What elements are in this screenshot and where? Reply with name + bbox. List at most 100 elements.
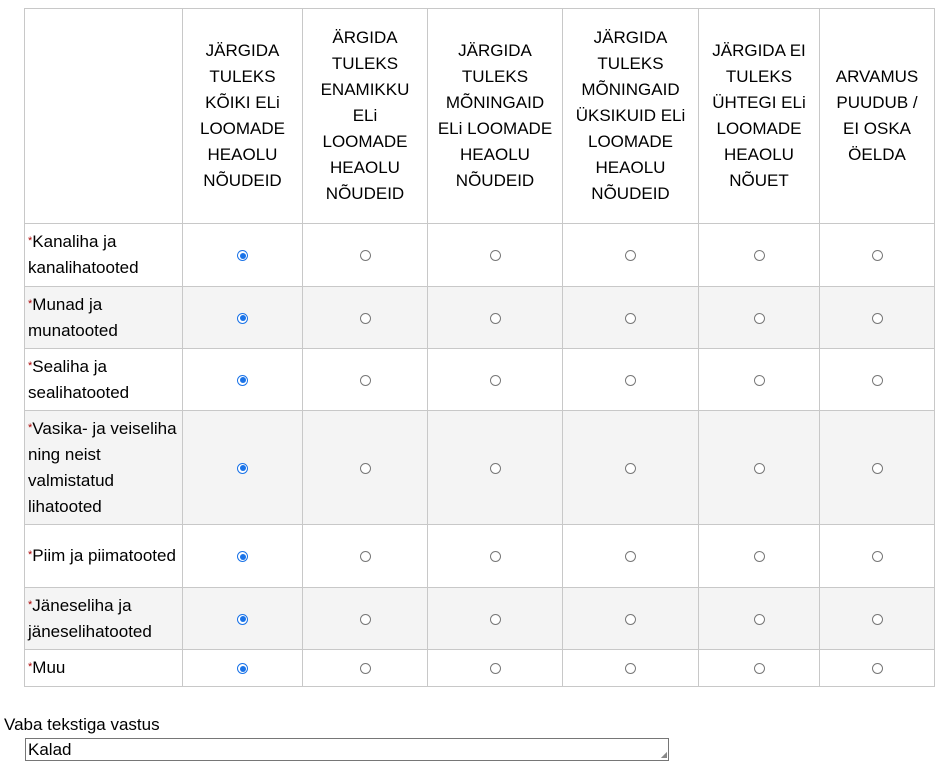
radio-cell [427, 649, 563, 687]
radio-button[interactable] [489, 663, 501, 674]
radio-button[interactable] [753, 374, 765, 386]
matrix-row: *Jäneseliha ja jäneselihatooted [24, 587, 935, 650]
radio-button[interactable] [237, 462, 248, 474]
row-label-cell: *Kanaliha ja kanalihatooted [24, 223, 183, 287]
radio-cell [698, 649, 820, 687]
row-label-cell: *Sealiha ja sealihatooted [24, 348, 183, 411]
radio-cell [562, 524, 699, 588]
corner-cell [24, 8, 183, 224]
row-label-cell: *Jäneseliha ja jäneselihatooted [24, 587, 183, 650]
radio-button[interactable] [359, 312, 371, 324]
radio-button[interactable] [359, 462, 371, 474]
radio-cell [182, 286, 303, 349]
row-label: Muu [32, 658, 66, 677]
radio-cell [427, 524, 563, 588]
free-text-input[interactable]: Kalad ◢ [25, 738, 669, 761]
required-marker: * [28, 598, 33, 611]
radio-button[interactable] [625, 312, 636, 324]
radio-button[interactable] [359, 250, 371, 261]
radio-button[interactable] [489, 462, 501, 474]
radio-button[interactable] [871, 551, 883, 562]
free-text-value: Kalad [28, 740, 72, 759]
radio-button[interactable] [625, 663, 636, 674]
row-label: Vasika- ja veiseliha ning neist valmista… [28, 418, 177, 516]
radio-button[interactable] [871, 663, 883, 674]
radio-cell [427, 223, 563, 287]
radio-cell [182, 524, 303, 588]
radio-button[interactable] [625, 613, 636, 625]
resize-handle-icon[interactable]: ◢ [660, 750, 667, 759]
radio-button[interactable] [359, 613, 371, 625]
radio-cell [182, 348, 303, 411]
row-label: Munad ja munatooted [28, 294, 118, 340]
radio-button[interactable] [237, 250, 248, 261]
radio-cell [562, 223, 699, 287]
row-label: Sealiha ja sealihatooted [28, 356, 130, 402]
matrix-row: *Munad ja munatooted [24, 286, 935, 349]
radio-button[interactable] [359, 551, 371, 562]
radio-button[interactable] [753, 551, 765, 562]
radio-cell [819, 223, 935, 287]
radio-button[interactable] [625, 462, 636, 474]
radio-button[interactable] [625, 551, 636, 562]
radio-cell [427, 348, 563, 411]
radio-cell [427, 286, 563, 349]
radio-cell [302, 524, 428, 588]
radio-cell [182, 410, 303, 525]
radio-cell [698, 587, 820, 650]
radio-button[interactable] [871, 374, 883, 386]
radio-cell [182, 649, 303, 687]
radio-button[interactable] [753, 613, 765, 625]
radio-button[interactable] [871, 312, 883, 324]
rating-matrix: JÄRGIDA TULEKS KÕIKI ELi LOOMADE HEAOLU … [24, 8, 935, 687]
row-label-cell: *Vasika- ja veiseliha ning neist valmist… [24, 410, 183, 525]
radio-cell [819, 348, 935, 411]
column-header: ÄRGIDA TULEKS ENAMIKKU ELi LOOMADE HEAOL… [302, 8, 428, 224]
radio-button[interactable] [237, 663, 248, 674]
radio-button[interactable] [753, 312, 765, 324]
radio-button[interactable] [359, 374, 371, 386]
radio-cell [698, 410, 820, 525]
radio-button[interactable] [359, 663, 371, 674]
radio-cell [427, 587, 563, 650]
required-marker: * [28, 661, 33, 673]
radio-cell [819, 587, 935, 650]
radio-button[interactable] [489, 250, 501, 261]
row-label: Piim ja piimatooted [32, 546, 176, 565]
radio-cell [698, 286, 820, 349]
radio-button[interactable] [489, 613, 501, 625]
matrix-row: *Piim ja piimatooted [24, 524, 935, 588]
radio-button[interactable] [489, 374, 501, 386]
row-label: Jäneseliha ja jäneselihatooted [28, 595, 152, 641]
radio-button[interactable] [753, 462, 765, 474]
matrix-row: *Muu [24, 649, 935, 687]
matrix-row: *Kanaliha ja kanalihatooted [24, 223, 935, 287]
radio-button[interactable] [871, 462, 883, 474]
column-header: JÄRGIDA EI TULEKS ÜHTEGI ELi LOOMADE HEA… [698, 8, 820, 224]
radio-cell [302, 410, 428, 525]
radio-cell [698, 223, 820, 287]
radio-cell [698, 348, 820, 411]
radio-button[interactable] [753, 250, 765, 261]
radio-button[interactable] [625, 374, 636, 386]
radio-button[interactable] [871, 613, 883, 625]
row-label-cell: *Munad ja munatooted [24, 286, 183, 349]
radio-button[interactable] [237, 374, 248, 386]
radio-button[interactable] [625, 250, 636, 261]
radio-button[interactable] [489, 551, 501, 562]
radio-button[interactable] [237, 551, 248, 562]
column-header: JÄRGIDA TULEKS MÕNINGAID ELi LOOMADE HEA… [427, 8, 563, 224]
radio-button[interactable] [489, 312, 501, 324]
radio-button[interactable] [237, 613, 248, 625]
column-header: ARVAMUS PUUDUB / EI OSKA ÖELDA [819, 8, 935, 224]
column-header: JÄRGIDA TULEKS KÕIKI ELi LOOMADE HEAOLU … [182, 8, 303, 224]
required-marker: * [28, 297, 33, 310]
radio-button[interactable] [753, 663, 765, 674]
radio-cell [182, 223, 303, 287]
radio-button[interactable] [871, 250, 883, 261]
radio-cell [698, 524, 820, 588]
required-marker: * [28, 421, 33, 434]
required-marker: * [28, 549, 33, 561]
radio-button[interactable] [237, 312, 248, 324]
matrix-row: *Sealiha ja sealihatooted [24, 348, 935, 411]
